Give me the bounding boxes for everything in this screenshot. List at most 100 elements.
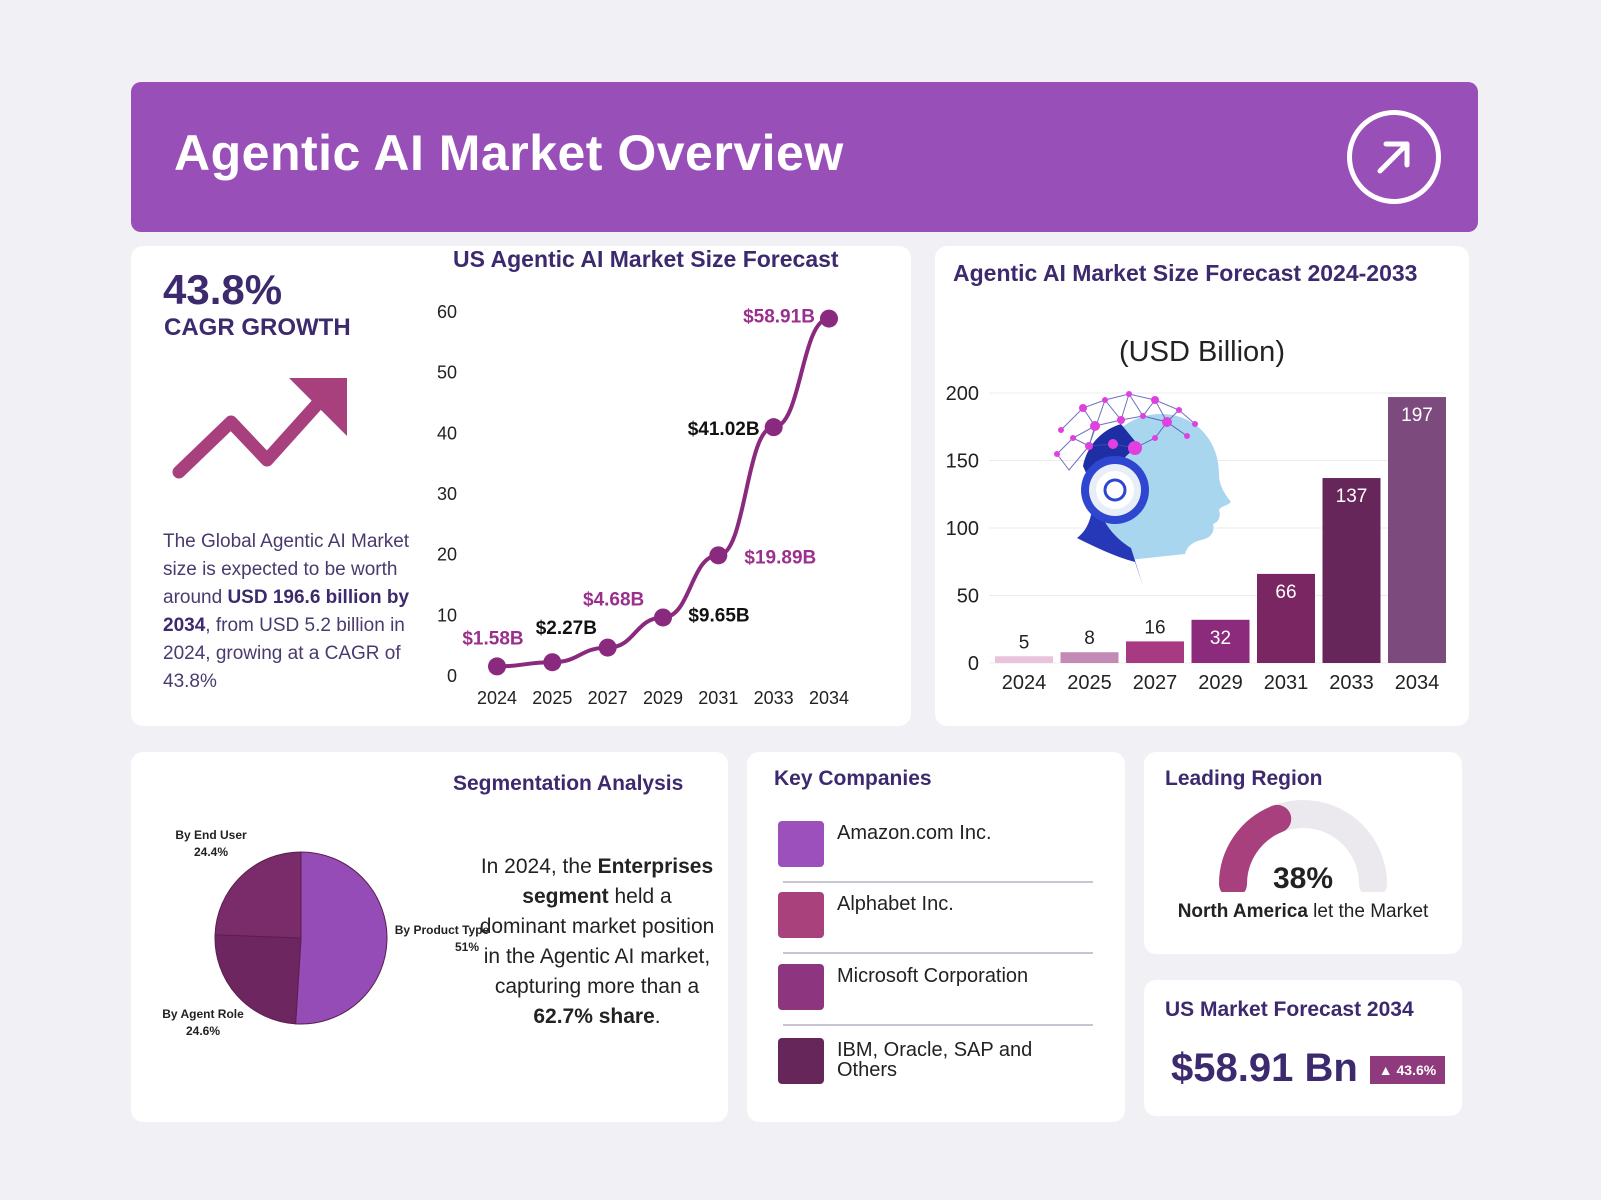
us-forecast-value: $58.91 Bn xyxy=(1171,1046,1358,1090)
growth-badge: ▲ 43.6% xyxy=(1370,1056,1445,1084)
us-forecast-card: US Market Forecast 2034 $58.91 Bn ▲ 43.6… xyxy=(1144,980,1462,1116)
data-label: $2.27B xyxy=(536,618,597,639)
y-tick-label: 50 xyxy=(437,363,457,383)
data-point xyxy=(654,608,672,627)
segmentation-text: In 2024, the Enterprises segment held a … xyxy=(479,855,715,1028)
data-point xyxy=(543,653,562,672)
bar xyxy=(1257,573,1315,663)
x-tick-label: 2033 xyxy=(754,688,794,708)
bar xyxy=(995,656,1053,663)
divider xyxy=(783,1024,1093,1026)
region-percent: 38% xyxy=(1272,862,1334,895)
open-link-button[interactable] xyxy=(1347,110,1441,204)
page-title: Agentic AI Market Overview xyxy=(174,125,844,181)
bar-chart: 0 50 100 150 200 5 2024 8 2025 16 2027 32 2029 66 2031… xyxy=(946,383,1446,694)
companies-title: Key Companies xyxy=(774,767,932,790)
data-point xyxy=(764,418,783,437)
region-gauge xyxy=(1219,800,1387,892)
y-tick-label: 10 xyxy=(437,605,457,625)
x-tick-label: 2029 xyxy=(643,688,683,708)
trend-up-icon xyxy=(172,378,347,479)
segmentation-title: Segmentation Analysis xyxy=(453,772,684,795)
bar-chart-card: Agentic AI Market Size Forecast 2024-203… xyxy=(935,246,1469,726)
triangle-up-icon: ▲ xyxy=(1378,1062,1397,1078)
data-label: $9.65B xyxy=(688,605,749,626)
x-tick-label: 2034 xyxy=(1395,672,1440,694)
company-swatch xyxy=(778,1038,824,1084)
x-tick-label: 2033 xyxy=(1329,672,1374,694)
x-tick-label: 2027 xyxy=(1133,672,1178,694)
company-swatch xyxy=(778,821,824,867)
pie-label-end-user: By End User 24.4% xyxy=(175,828,247,859)
company-name: Alphabet Inc. xyxy=(837,893,954,915)
bar xyxy=(1126,641,1184,663)
pie-chart xyxy=(214,851,388,1025)
ai-head-illustration xyxy=(1054,391,1231,586)
company-item-others: IBM, Oracle, SAP and Others xyxy=(778,1034,1093,1086)
divider xyxy=(783,881,1093,883)
segmentation-card: Segmentation Analysis By End User 24.4% … xyxy=(131,752,728,1122)
pie-label-agent-role: By Agent Role 24.6% xyxy=(162,1007,244,1038)
x-tick-label: 2024 xyxy=(477,688,517,708)
x-tick-label: 2031 xyxy=(698,688,738,708)
data-point xyxy=(709,546,728,565)
data-label: $4.68B xyxy=(583,590,644,611)
region-title: Leading Region xyxy=(1165,767,1323,790)
gauge-fill xyxy=(1219,804,1292,892)
y-tick-label: 60 xyxy=(437,302,457,322)
bar xyxy=(1060,652,1119,663)
company-swatch xyxy=(778,964,824,1010)
x-tick-label: 2031 xyxy=(1264,672,1309,694)
region-card: Leading Region 38% North America let the… xyxy=(1144,752,1462,954)
x-tick-label: 2025 xyxy=(1067,672,1112,694)
cagr-percent: 43.8% xyxy=(163,266,283,313)
bar xyxy=(1191,619,1250,663)
bar xyxy=(1388,397,1446,663)
cagr-label: CAGR GROWTH xyxy=(164,314,351,341)
bar-value-label: 8 xyxy=(1084,628,1095,649)
company-item-microsoft: Microsoft Corporation xyxy=(778,960,1093,1026)
header-banner: Agentic AI Market Overview xyxy=(131,82,1478,232)
y-tick-label: 0 xyxy=(968,653,979,675)
companies-card: Key Companies Amazon.com Inc. Alphabet I… xyxy=(747,752,1125,1122)
company-item-amazon: Amazon.com Inc. xyxy=(778,817,1093,883)
company-name: Amazon.com Inc. xyxy=(837,822,992,844)
line-chart-title: US Agentic AI Market Size Forecast xyxy=(453,246,839,272)
divider xyxy=(783,952,1093,954)
data-label: $41.02B xyxy=(688,419,760,440)
bar-value-label: 137 xyxy=(1336,486,1368,507)
y-tick-label: 20 xyxy=(437,545,457,565)
bar xyxy=(1322,478,1381,663)
bar-value-label: 32 xyxy=(1210,628,1231,649)
bar-value-label: 5 xyxy=(1019,632,1030,653)
x-tick-label: 2034 xyxy=(809,688,849,708)
y-tick-label: 150 xyxy=(946,451,979,473)
data-label: $19.89B xyxy=(744,547,816,568)
x-tick-label: 2025 xyxy=(532,688,572,708)
x-tick-label: 2024 xyxy=(1002,672,1047,694)
growth-card: 43.8% CAGR GROWTH The Global Agentic AI … xyxy=(131,246,911,726)
pie-slice xyxy=(295,851,388,1025)
pie-slice xyxy=(214,851,302,939)
bar-chart-subtitle: (USD Billion) xyxy=(1119,336,1285,368)
y-tick-label: 100 xyxy=(946,518,979,540)
data-point xyxy=(488,657,506,676)
bar-value-label: 197 xyxy=(1401,405,1433,426)
bar-chart-title: Agentic AI Market Size Forecast 2024-203… xyxy=(953,260,1418,286)
bar-value-label: 16 xyxy=(1144,617,1165,638)
pie-label-product-type: By Product Type 51% xyxy=(394,923,490,954)
line-chart: 0 10 20 30 40 50 60 2024 2025 2027 2029 2031 2033 203… xyxy=(437,302,849,708)
data-point xyxy=(820,309,838,328)
bar-value-label: 66 xyxy=(1275,582,1296,603)
data-label: $58.91B xyxy=(743,307,815,328)
data-label: $1.58B xyxy=(462,628,523,649)
market-description: The Global Agentic AI Market size is exp… xyxy=(163,531,410,692)
x-tick-label: 2027 xyxy=(588,688,628,708)
company-swatch xyxy=(778,892,824,938)
y-tick-label: 50 xyxy=(957,586,979,608)
company-name: Microsoft Corporation xyxy=(837,965,1029,987)
company-item-alphabet: Alphabet Inc. xyxy=(778,888,1093,954)
region-text: North America let the Market xyxy=(1177,901,1429,922)
data-point xyxy=(598,638,617,657)
y-tick-label: 200 xyxy=(946,383,979,405)
